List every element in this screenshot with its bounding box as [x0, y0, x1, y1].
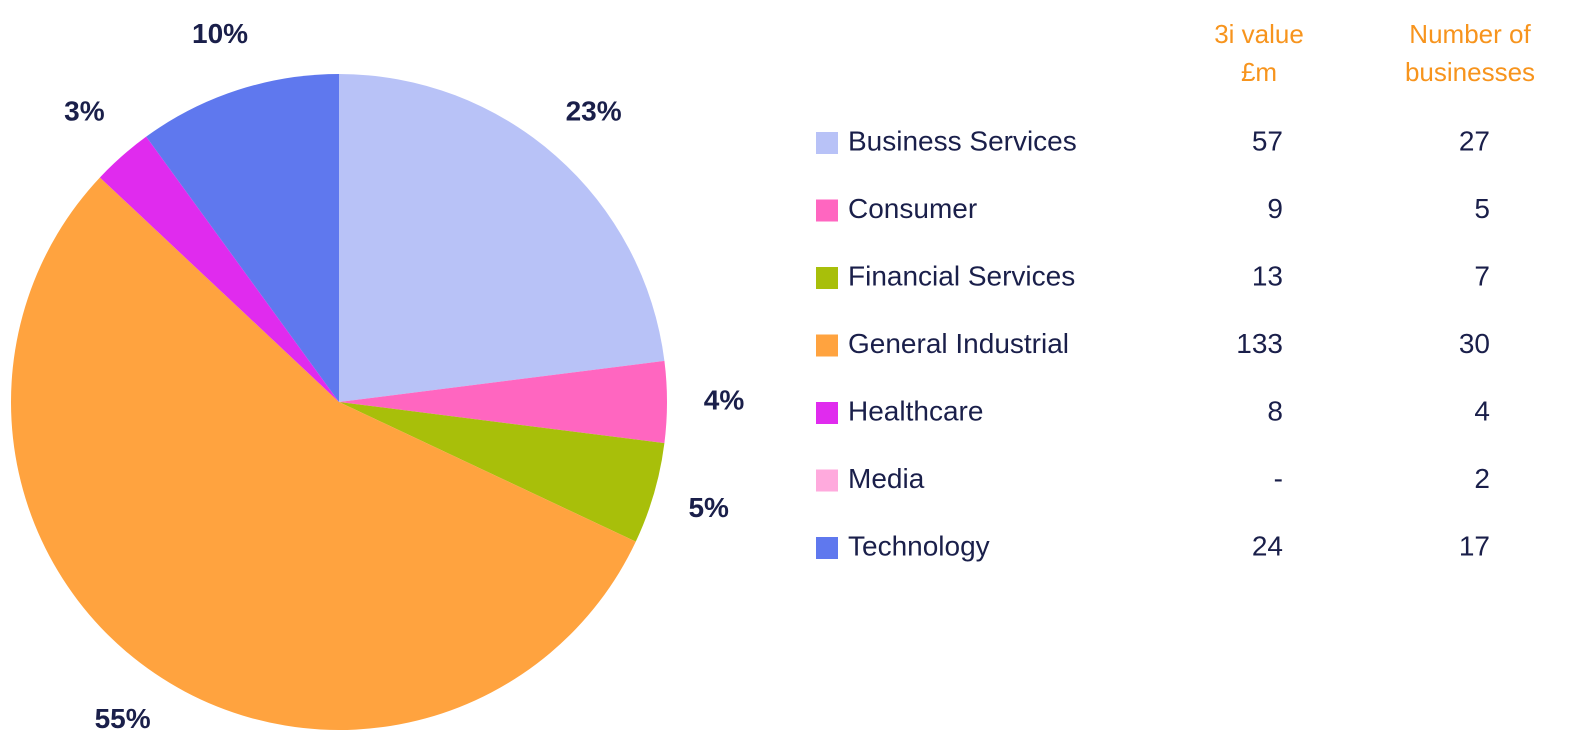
table-cell: 4	[1474, 395, 1490, 426]
pie-slice	[339, 74, 665, 402]
pie-slice	[99, 136, 340, 402]
slice-label: 10%	[192, 18, 248, 49]
slice-label: 5%	[688, 492, 729, 523]
legend-swatch	[816, 132, 838, 154]
table-cell: 8	[1267, 395, 1283, 426]
table-cell: 57	[1252, 125, 1283, 156]
legend-label: Consumer	[848, 193, 977, 224]
table-cell: 2	[1474, 463, 1490, 494]
legend-swatch	[816, 199, 838, 222]
legend-label: General Industrial	[848, 328, 1069, 359]
pie-slice	[339, 402, 665, 542]
pie-slice	[339, 360, 667, 444]
table-cell: 7	[1474, 260, 1490, 291]
legend-label: Business Services	[848, 125, 1077, 156]
legend-swatch	[816, 537, 838, 559]
table-cell: 27	[1459, 125, 1490, 156]
legend-swatch	[816, 334, 838, 357]
legend-swatch	[816, 402, 838, 424]
legend-label: Healthcare	[848, 395, 983, 426]
pie-slice	[10, 177, 636, 731]
legend-label: Financial Services	[848, 260, 1075, 291]
table-cell: 17	[1459, 530, 1490, 561]
column-header: Number of	[1409, 19, 1531, 49]
table-cell: 9	[1267, 193, 1283, 224]
table-cell: 133	[1236, 328, 1283, 359]
table-cell: -	[1274, 463, 1283, 494]
table-cell: 30	[1459, 328, 1490, 359]
slice-label: 55%	[95, 703, 151, 734]
legend-swatch	[816, 469, 838, 492]
pie-slice	[146, 74, 339, 402]
legend-label: Technology	[848, 530, 990, 561]
slice-label: 3%	[64, 96, 105, 127]
table-cell: 5	[1474, 193, 1490, 224]
legend-label: Media	[848, 463, 925, 494]
table-cell: 24	[1252, 530, 1283, 561]
column-header: 3i value	[1214, 19, 1304, 49]
column-header: businesses	[1405, 57, 1535, 87]
slice-label: 23%	[566, 96, 622, 127]
column-header: £m	[1241, 57, 1277, 87]
table-cell: 13	[1252, 260, 1283, 291]
slice-label: 4%	[704, 384, 745, 415]
legend-swatch	[816, 267, 838, 289]
